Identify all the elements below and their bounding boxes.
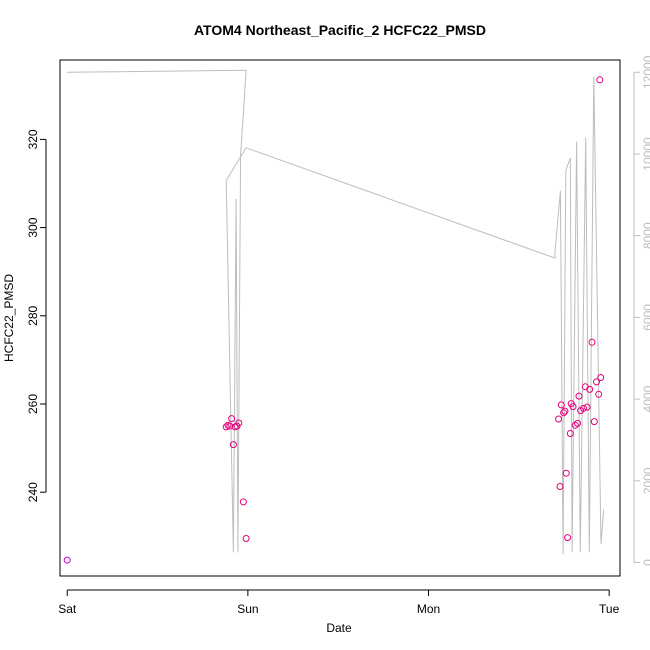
data-point bbox=[228, 415, 236, 423]
data-point bbox=[242, 535, 250, 542]
data-point bbox=[557, 401, 565, 409]
y-left-tick-label: 320 bbox=[26, 129, 40, 149]
data-point bbox=[229, 441, 237, 449]
data-point bbox=[239, 498, 247, 506]
y-right-tick-label: 12000 bbox=[641, 55, 650, 89]
line-series bbox=[67, 69, 605, 555]
data-point bbox=[583, 403, 591, 411]
data-point bbox=[564, 534, 572, 542]
data-point bbox=[580, 404, 587, 412]
plot-frame bbox=[59, 59, 621, 577]
y-right-tick-label: 10000 bbox=[641, 137, 650, 171]
x-tick-label: Sun bbox=[237, 602, 258, 616]
axes-layer: Sat Sun Mon Tue 240 260 280 300 320 0 2000 4000 6000… bbox=[26, 55, 650, 616]
data-point bbox=[593, 378, 600, 386]
data-point bbox=[590, 418, 598, 426]
data-point bbox=[569, 403, 577, 411]
data-point bbox=[574, 419, 581, 427]
x-tick-label: Mon bbox=[417, 602, 440, 616]
data-point bbox=[561, 407, 569, 415]
data-point bbox=[222, 423, 230, 431]
x-axis-title: Date bbox=[326, 621, 352, 635]
data-point bbox=[566, 430, 574, 437]
points-layer bbox=[63, 76, 605, 564]
data-point bbox=[63, 556, 71, 564]
data-point bbox=[560, 409, 568, 417]
y-left-tick-label: 260 bbox=[26, 394, 40, 414]
data-point bbox=[571, 421, 579, 429]
line-series-layer bbox=[67, 69, 605, 555]
y-right-tick-label: 0 bbox=[641, 559, 650, 566]
y-right-tick-label: 2000 bbox=[641, 467, 650, 494]
data-point bbox=[235, 419, 243, 427]
data-point bbox=[595, 390, 603, 398]
data-point bbox=[562, 469, 570, 477]
x-tick-label: Tue bbox=[599, 602, 620, 616]
data-point bbox=[575, 392, 583, 400]
y-right-tick-label: 4000 bbox=[641, 385, 650, 412]
y-left-tick-label: 240 bbox=[26, 482, 40, 502]
data-point bbox=[586, 385, 594, 393]
data-point bbox=[588, 338, 596, 346]
data-point bbox=[555, 415, 563, 423]
y-left-tick-label: 300 bbox=[26, 217, 40, 237]
chart-title: ATOM4 Northeast_Pacific_2 HCFC22_PMSD bbox=[194, 22, 486, 38]
data-point bbox=[596, 76, 604, 84]
data-point bbox=[226, 422, 234, 430]
y-right-tick-label: 6000 bbox=[641, 304, 650, 331]
y-left-tick-label: 280 bbox=[26, 305, 40, 325]
y-right-tick-label: 8000 bbox=[641, 222, 650, 249]
y-axis-title: HCFC22_PMSD bbox=[2, 274, 16, 362]
data-point bbox=[597, 374, 605, 381]
data-point bbox=[556, 483, 564, 490]
x-tick-label: Sat bbox=[58, 602, 77, 616]
